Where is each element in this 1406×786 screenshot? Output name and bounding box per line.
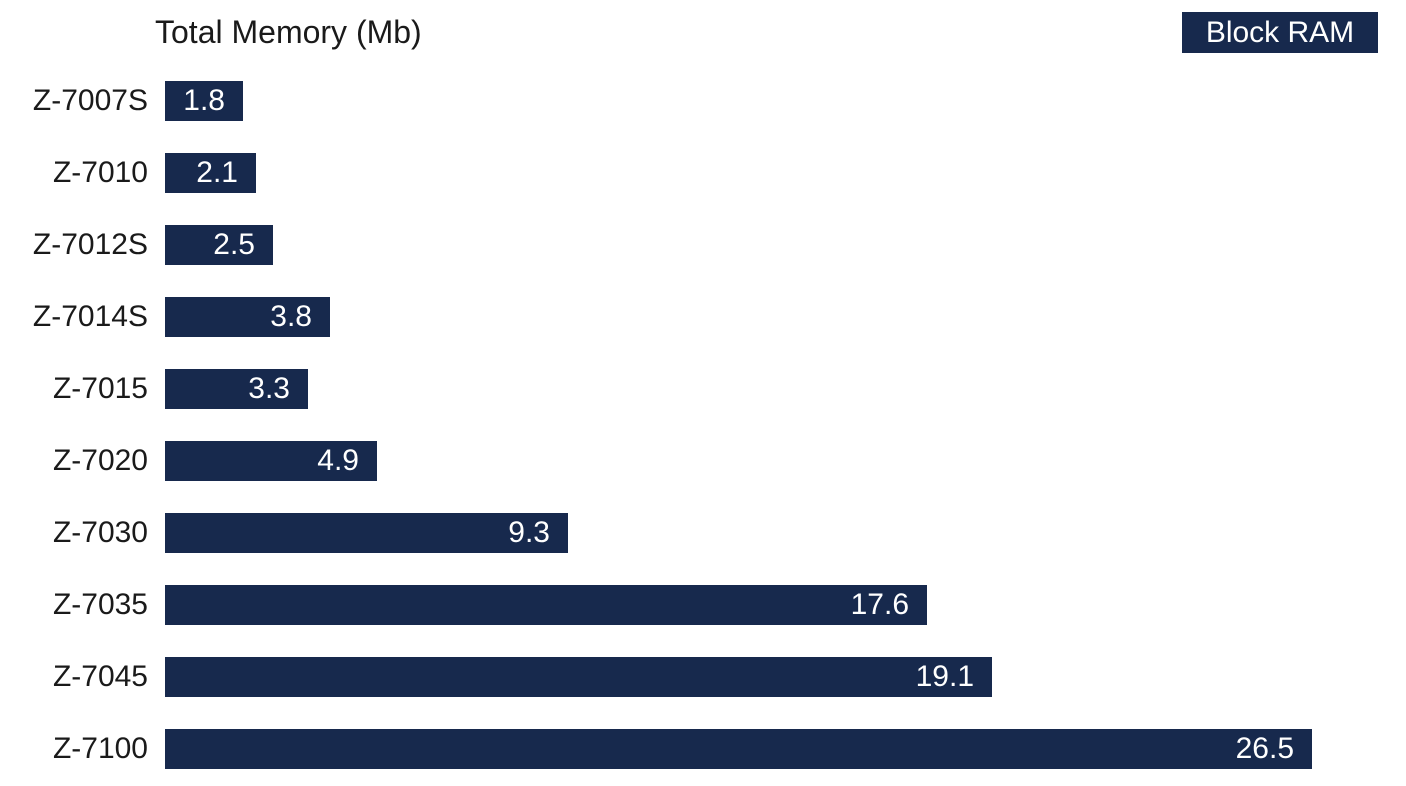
bar: 1.8: [165, 81, 243, 121]
bar: 2.5: [165, 225, 273, 265]
chart-row: Z-7100 26.5: [0, 713, 1406, 785]
category-label: Z-7100: [52, 732, 148, 765]
bar-value-label: 1.8: [183, 84, 225, 117]
bar: 4.9: [165, 441, 377, 481]
bar-track: 3.3: [165, 369, 1406, 409]
bar-value-label: 4.9: [317, 444, 359, 477]
bar-track: 17.6: [165, 585, 1406, 625]
chart-row: Z-7012S 2.5: [0, 209, 1406, 281]
bar: 3.3: [165, 369, 308, 409]
bar-value-label: 26.5: [1235, 732, 1294, 765]
chart-row: Z-7010 2.1: [0, 137, 1406, 209]
category-label: Z-7010: [52, 156, 148, 189]
category-label: Z-7007S: [32, 84, 148, 117]
category-label: Z-7020: [52, 444, 148, 477]
bar-track: 26.5: [165, 729, 1406, 769]
bar-value-label: 2.5: [213, 228, 255, 261]
bar: 2.1: [165, 153, 256, 193]
category-label: Z-7012S: [32, 228, 148, 261]
bar: 17.6: [165, 585, 927, 625]
bar: 3.8: [165, 297, 330, 337]
bar-track: 3.8: [165, 297, 1406, 337]
category-label: Z-7035: [52, 588, 148, 621]
plot-area: Z-7007S 1.8 Z-7010 2.1 Z-7012S 2.5 Z-7014S 3.8 Z…: [0, 65, 1406, 785]
bar-value-label: 19.1: [915, 660, 974, 693]
bar-value-label: 2.1: [196, 156, 238, 189]
bar-track: 2.5: [165, 225, 1406, 265]
bar-value-label: 3.8: [270, 300, 312, 333]
chart-row: Z-7035 17.6: [0, 569, 1406, 641]
chart-row: Z-7007S 1.8: [0, 65, 1406, 137]
bar: 19.1: [165, 657, 992, 697]
bar-value-label: 3.3: [248, 372, 290, 405]
legend: Block RAM: [1182, 12, 1378, 53]
category-label: Z-7015: [52, 372, 148, 405]
bar: 26.5: [165, 729, 1312, 769]
bar-track: 4.9: [165, 441, 1406, 481]
bar-track: 1.8: [165, 81, 1406, 121]
bar: 9.3: [165, 513, 568, 553]
legend-label: Block RAM: [1205, 15, 1355, 49]
bar-value-label: 9.3: [508, 516, 550, 549]
chart-row: Z-7020 4.9: [0, 425, 1406, 497]
category-label: Z-7030: [52, 516, 148, 549]
chart-row: Z-7014S 3.8: [0, 281, 1406, 353]
bar-track: 2.1: [165, 153, 1406, 193]
category-label: Z-7014S: [32, 300, 148, 333]
bar-track: 9.3: [165, 513, 1406, 553]
chart-row: Z-7030 9.3: [0, 497, 1406, 569]
chart-title: Total Memory (Mb): [155, 14, 422, 50]
bar-track: 19.1: [165, 657, 1406, 697]
chart-row: Z-7015 3.3: [0, 353, 1406, 425]
chart-row: Z-7045 19.1: [0, 641, 1406, 713]
bar-value-label: 17.6: [850, 588, 909, 621]
category-label: Z-7045: [52, 660, 148, 693]
